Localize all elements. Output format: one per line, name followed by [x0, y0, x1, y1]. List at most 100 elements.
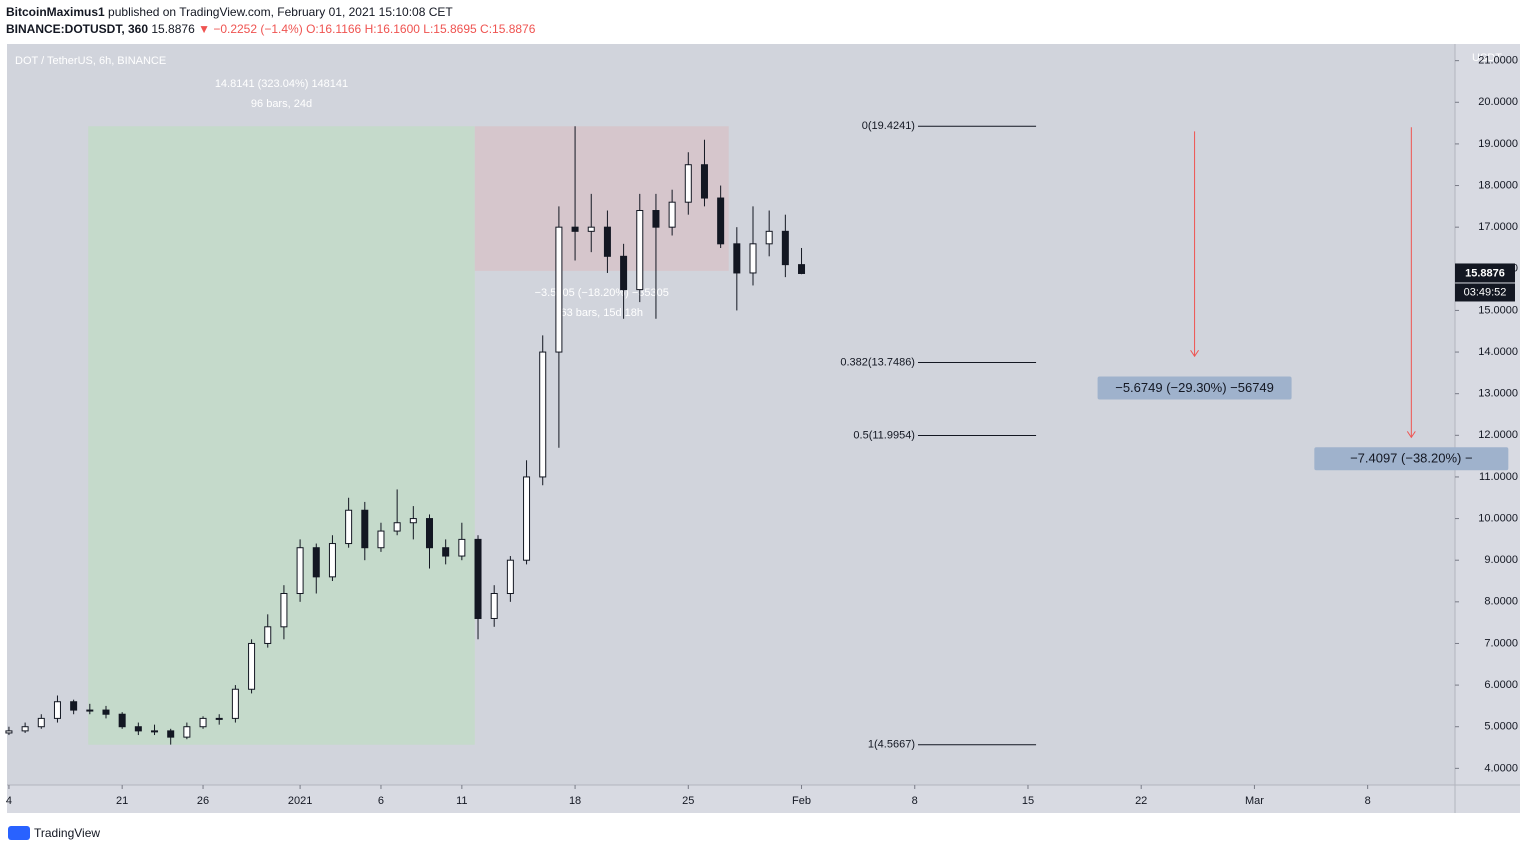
user: BitcoinMaximus1 — [6, 5, 105, 19]
x-tick-label: 8 — [1365, 795, 1371, 807]
candle-body — [700, 164, 708, 199]
fib-label: 0(19.4241) — [862, 120, 915, 132]
x-tick-label: 22 — [1135, 795, 1147, 807]
y-tick-label: 12.0000 — [1478, 429, 1518, 441]
candle-body — [151, 730, 159, 733]
fib-label: 0.382(13.7486) — [840, 356, 915, 368]
candle-body — [345, 509, 353, 545]
candle-body — [102, 709, 110, 715]
ohlc-low: L:15.8695 — [423, 22, 477, 36]
symbol-line: BINANCE:DOTUSDT, 360 15.8876 ▼ −0.2252 (… — [6, 22, 535, 36]
candle-body — [668, 201, 676, 228]
range-sublabel: 96 bars, 24d — [251, 98, 312, 110]
candle-body — [781, 230, 789, 266]
time-axis-bg — [7, 785, 1520, 813]
y-tick-label: 7.0000 — [1484, 637, 1518, 649]
candle-body — [134, 726, 142, 732]
y-tick-label: 9.0000 — [1484, 554, 1518, 566]
x-tick-label: Feb — [792, 795, 811, 807]
ohlc-open: O:16.1166 — [306, 22, 362, 36]
candle-body — [636, 210, 644, 291]
candle-body — [409, 518, 417, 524]
ohlc-close: C:15.8876 — [480, 22, 536, 36]
x-tick-label: Mar — [1245, 795, 1264, 807]
candle-body — [264, 626, 272, 644]
arrow-head — [1190, 349, 1199, 358]
last: 15.8876 — [151, 22, 195, 36]
fib-label: 1(4.5667) — [868, 739, 915, 751]
candle-body — [733, 243, 741, 274]
x-tick-label: 2021 — [288, 795, 312, 807]
candle-body — [587, 226, 595, 232]
y-tick-label: 8.0000 — [1484, 596, 1518, 608]
candle-body — [684, 164, 692, 203]
price-tag — [1455, 263, 1515, 283]
candle-body — [199, 717, 207, 728]
measure-label: −7.4097 (−38.20%) − — [1350, 451, 1473, 466]
y-unit: USDT — [1472, 52, 1502, 64]
x-tick-label: 18 — [569, 795, 581, 807]
y-tick-label: 15.0000 — [1478, 304, 1518, 316]
candle-body — [555, 226, 563, 353]
chart-legend: DOT / TetherUS, 6h, BINANCE — [15, 55, 166, 67]
y-tick-label: 20.0000 — [1478, 96, 1518, 108]
measure-box — [1314, 447, 1509, 471]
candle-body — [717, 197, 725, 245]
candle-body — [765, 230, 773, 245]
fib-label: 0.5(11.9954) — [853, 429, 915, 441]
y-tick-label: 5.0000 — [1484, 721, 1518, 733]
range-box — [88, 126, 475, 745]
y-tick-label: 21.0000 — [1478, 55, 1518, 67]
y-tick-label: 17.0000 — [1478, 221, 1518, 233]
candle-body — [749, 243, 757, 274]
y-tick-label: 6.0000 — [1484, 679, 1518, 691]
candle-body — [53, 701, 61, 719]
candle-body — [523, 476, 531, 561]
countdown: 03:49:52 — [1464, 286, 1507, 298]
y-tick-label: 11.0000 — [1479, 471, 1518, 483]
candle-body — [296, 547, 304, 595]
candle-body — [539, 351, 547, 478]
range-label: −3.5305 (−18.20%) −35305 — [535, 287, 669, 299]
y-tick-label: 18.0000 — [1478, 179, 1518, 191]
candle-body — [231, 688, 239, 719]
y-tick-label: 4.0000 — [1484, 762, 1518, 774]
measure-label: −5.6749 (−29.30%) −56749 — [1115, 380, 1274, 395]
candle-body — [21, 726, 29, 732]
x-tick-label: 4 — [6, 795, 12, 807]
brand: TradingView — [34, 826, 100, 840]
candle-body — [280, 593, 288, 628]
price-axis-bg — [1455, 44, 1520, 785]
candle-body — [167, 730, 175, 738]
price-tag-label: 15.8876 — [1465, 267, 1505, 279]
candle-body — [86, 709, 94, 712]
candle-body — [603, 226, 611, 257]
y-tick-label: 14.0000 — [1478, 346, 1518, 358]
candle-body — [620, 255, 628, 291]
y-tick-label: 19.0000 — [1478, 138, 1518, 150]
measure-box — [1097, 376, 1292, 400]
publish-line: BitcoinMaximus1 published on TradingView… — [6, 5, 453, 19]
y-tick-label: 10.0000 — [1478, 512, 1518, 524]
arrow-head — [1406, 431, 1416, 439]
candle-body — [377, 530, 385, 549]
candle-body — [490, 593, 498, 619]
candle-body — [5, 730, 13, 734]
range-label: 14.8141 (323.04%) 148141 — [215, 78, 348, 90]
symbol: BINANCE:DOTUSDT, 360 — [6, 22, 149, 36]
change: ▼ −0.2252 (−1.4%) — [198, 22, 303, 36]
candle-body — [183, 726, 191, 738]
candle-body — [474, 538, 482, 619]
candle-body — [248, 642, 256, 690]
candle-body — [118, 713, 126, 728]
ohlc-high: H:16.1600 — [364, 22, 420, 36]
candle-body — [652, 210, 660, 228]
candle-body — [393, 522, 401, 532]
x-tick-label: 11 — [456, 795, 467, 807]
candle-body — [70, 701, 78, 711]
candle-body — [798, 264, 806, 274]
x-tick-label: 26 — [197, 795, 209, 807]
candle-body — [571, 226, 579, 232]
